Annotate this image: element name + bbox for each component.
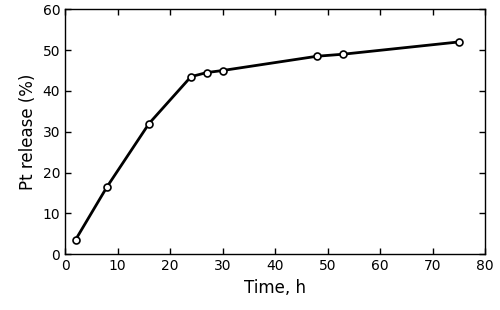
X-axis label: Time, h: Time, h bbox=[244, 279, 306, 297]
Y-axis label: Pt release (%): Pt release (%) bbox=[19, 73, 37, 190]
